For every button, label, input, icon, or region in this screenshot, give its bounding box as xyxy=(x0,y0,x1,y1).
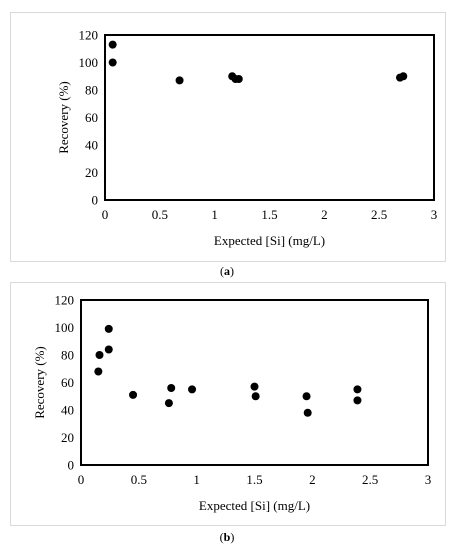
plot-area-a xyxy=(104,34,435,201)
y-tick-label: 0 xyxy=(92,193,99,208)
x-tick-label: 1 xyxy=(211,207,218,222)
y-tick-label: 40 xyxy=(85,138,98,153)
x-tick-label: 3 xyxy=(431,207,438,222)
data-point xyxy=(399,72,408,81)
scatter-chart-b: 0 20 40 60 80 100 120 0 0.5 1 1.5 2 2.5 3 Expected [Si… xyxy=(32,293,432,514)
caption-b-open: ( xyxy=(219,530,224,544)
x-axis-label: Expected [Si] (mg/L) xyxy=(199,498,310,513)
caption-b: (b) xyxy=(0,530,454,545)
caption-b-letter: b xyxy=(223,530,231,544)
x-tick-label: 0 xyxy=(102,207,109,222)
data-point xyxy=(303,408,312,417)
x-axis-label: Expected [Si] (mg/L) xyxy=(214,233,325,248)
scatter-chart-a: 0 20 40 60 80 100 120 0 0.5 1 1.5 2 2.5 3 Expected [Si… xyxy=(56,28,438,249)
data-point xyxy=(188,385,197,394)
data-point xyxy=(175,76,184,85)
data-point xyxy=(129,390,138,399)
y-tick-label: 120 xyxy=(79,28,99,43)
x-tick-label: 1.5 xyxy=(246,472,262,487)
x-tick-label: 1.5 xyxy=(261,207,277,222)
y-tick-label: 40 xyxy=(61,403,74,418)
y-tick-label: 120 xyxy=(55,293,75,308)
data-point xyxy=(167,384,176,392)
data-point xyxy=(353,396,362,405)
chart-panel-a: 0 20 40 60 80 100 120 0 0.5 1 1.5 2 2.5 3 Expected [Si… xyxy=(10,12,446,262)
y-axis-label: Recovery (%) xyxy=(32,346,47,419)
x-tick-label: 0 xyxy=(78,472,85,487)
y-tick-label: 80 xyxy=(85,83,98,98)
y-tick-label: 100 xyxy=(79,55,99,70)
data-point xyxy=(95,351,104,359)
data-point xyxy=(108,40,117,49)
data-point xyxy=(164,399,173,408)
y-axis-label: Recovery (%) xyxy=(56,81,71,154)
data-point xyxy=(231,75,240,83)
x-tick-label: 0.5 xyxy=(131,472,147,487)
y-tick-label: 60 xyxy=(85,110,98,125)
data-point xyxy=(94,367,103,376)
caption-b-close: ) xyxy=(230,530,235,544)
data-point xyxy=(250,382,259,391)
data-point xyxy=(302,392,311,401)
y-tick-label: 20 xyxy=(85,165,98,180)
x-tick-label: 0.5 xyxy=(152,207,168,222)
plot-area-b xyxy=(80,299,429,466)
x-tick-label: 2 xyxy=(309,472,316,487)
data-point xyxy=(104,345,113,354)
x-tick-label: 2.5 xyxy=(371,207,387,222)
x-tick-label: 3 xyxy=(425,472,432,487)
y-tick-label: 20 xyxy=(61,430,74,445)
data-point xyxy=(104,324,113,333)
x-tick-label: 2.5 xyxy=(362,472,378,487)
y-tick-label: 100 xyxy=(55,320,75,335)
data-point xyxy=(251,392,260,401)
caption-a: (a) xyxy=(0,264,454,279)
y-tick-label: 80 xyxy=(61,348,74,363)
y-tick-label: 0 xyxy=(68,458,75,473)
x-tick-label: 2 xyxy=(321,207,328,222)
data-point xyxy=(353,385,362,394)
caption-a-open: ( xyxy=(220,264,224,278)
x-tick-label: 1 xyxy=(193,472,200,487)
data-point xyxy=(108,58,117,67)
caption-a-close: ) xyxy=(230,264,234,278)
caption-a-letter: a xyxy=(224,264,230,278)
y-tick-label: 60 xyxy=(61,375,74,390)
chart-panel-b: 0 20 40 60 80 100 120 0 0.5 1 1.5 2 2.5 3 Expected [Si… xyxy=(10,282,446,526)
